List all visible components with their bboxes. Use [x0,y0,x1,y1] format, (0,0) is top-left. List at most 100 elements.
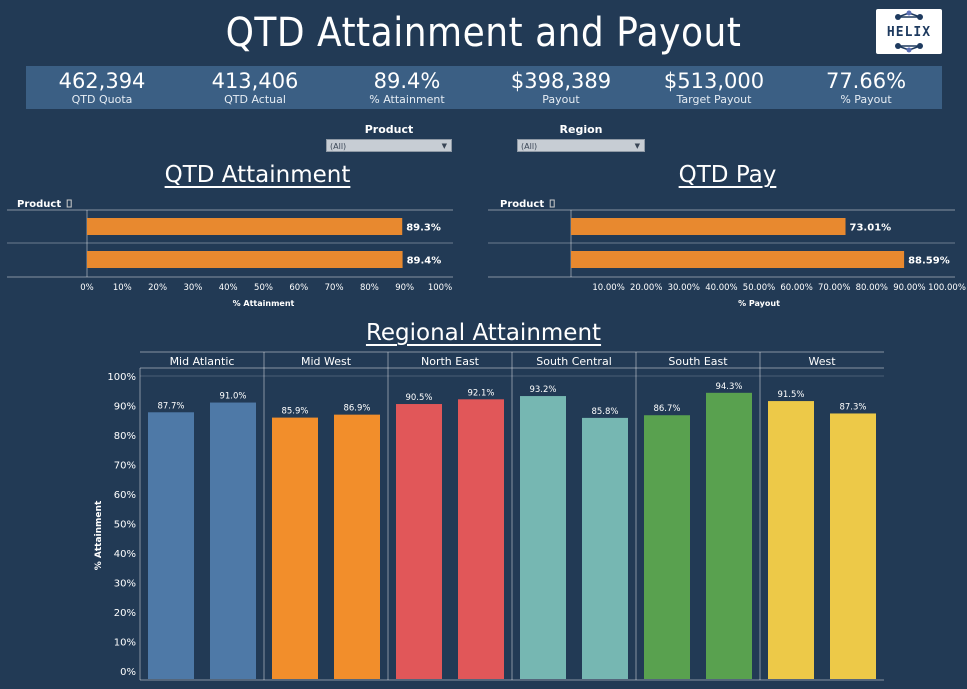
region-bar-label: 86.7% [653,404,680,414]
region-bar [706,392,752,679]
x-tick-label: 70% [325,283,344,293]
kpi-value: 462,394 [58,69,146,93]
product-filter-select[interactable]: (All) ▼ [326,139,452,152]
kpi-target-payout: $513,000 Target Payout [638,68,790,106]
region-filter-select[interactable]: (All) ▼ [517,139,645,152]
x-tick-label: 10.00% [592,283,624,293]
kpi-qtd-actual: 413,406 QTD Actual [179,68,331,106]
kpi-payout: $398,389 Payout [485,68,637,106]
kpi-percent-payout: 77.66% % Payout [790,68,942,106]
kpi-attainment: 89.4% % Attainment [331,68,483,106]
region-bar-label: 85.9% [281,407,308,417]
x-tick-label: 80% [360,283,379,293]
region-bar [210,402,256,679]
kpi-qtd-quota: 462,394 QTD Quota [26,68,178,106]
region-bar-label: 87.3% [839,402,866,412]
region-bar-label: 92.1% [467,388,494,398]
x-axis-label: % Payout [738,299,780,308]
y-tick-label: 60% [114,490,136,501]
bar-label: 89.3% [406,223,441,234]
logo-text: HELIX [886,25,932,40]
x-tick-label: 50% [254,283,273,293]
helix-logo-icon [895,10,923,53]
row-header: Product [500,199,544,210]
kpi-label: QTD Quota [71,93,133,106]
y-tick-label: 10% [114,638,136,649]
region-bar-label: 91.5% [777,390,804,400]
y-tick-label: 40% [114,549,136,560]
kpi-label: % Attainment [369,93,445,106]
y-tick-label: 30% [114,579,136,590]
y-tick-label: 100% [107,372,136,383]
dashboard-title: QTD Attainment and Payout [225,10,742,56]
kpi-value: 77.66% [825,69,907,93]
region-header: West [808,355,836,368]
kpi-value: $513,000 [663,69,765,93]
region-bar-label: 91.0% [219,392,246,402]
kpi-value: $398,389 [510,69,612,93]
kpi-value: 89.4% [373,69,441,93]
region-bar-label: 87.7% [157,401,184,411]
pay-section-title: QTD Pay [678,162,777,188]
region-bar [768,401,814,679]
regional-section-title: Regional Attainment [365,320,602,346]
x-tick-label: 40.00% [705,283,737,293]
region-bar [334,414,380,679]
kpi-label: QTD Actual [224,93,286,106]
x-tick-label: 50.00% [743,283,775,293]
x-tick-label: 60.00% [780,283,812,293]
region-bar-label: 93.2% [529,385,556,395]
chevron-down-icon: ▼ [441,142,447,150]
x-tick-label: 70.00% [818,283,850,293]
region-header: Mid West [301,355,352,368]
region-bar [830,413,876,679]
region-bar-label: 90.5% [405,393,432,403]
y-tick-label: 20% [114,608,136,619]
bar [571,251,905,268]
region-filter-label: Region [559,123,603,136]
x-tick-label: 30.00% [668,283,700,293]
x-tick-label: 40% [219,283,238,293]
region-bar [520,396,566,679]
region-filter-value: (All) [521,142,538,151]
x-tick-label: 100% [428,283,452,293]
bar-label: 88.59% [908,256,950,267]
sort-icon [66,199,72,208]
x-tick-label: 90% [395,283,414,293]
x-tick-label: 10% [113,283,132,293]
region-bar [148,412,194,679]
kpi-label: Target Payout [676,93,752,106]
region-bar-label: 85.8% [591,407,618,417]
x-tick-label: 90.00% [893,283,925,293]
region-header: North East [421,355,480,368]
y-tick-label: 70% [114,461,136,472]
bar [87,251,403,268]
helix-logo: HELIX [876,9,942,54]
x-tick-label: 0% [80,283,94,293]
region-header: South East [668,355,728,368]
y-axis-label: % Attainment [94,500,104,570]
x-tick-label: 80.00% [856,283,888,293]
kpi-bar: 462,394 QTD Quota 413,406 QTD Actual 89.… [26,66,942,109]
y-tick-label: 50% [114,520,136,531]
x-tick-label: 20.00% [630,283,662,293]
region-bar [582,417,628,679]
region-bar [458,399,504,679]
x-tick-label: 30% [183,283,202,293]
product-filter-value: (All) [330,142,347,151]
y-tick-label: 80% [114,431,136,442]
attainment-section-title: QTD Attainment [164,162,351,188]
row-header: Product [17,199,61,210]
bar [87,218,403,235]
bar-label: 73.01% [850,223,892,234]
chevron-down-icon: ▼ [634,142,640,150]
y-tick-label: 90% [114,402,136,413]
kpi-value: 413,406 [211,69,299,93]
sort-icon [549,199,555,208]
region-bar [272,417,318,679]
region-bar [396,404,442,679]
region-bar-label: 94.3% [715,382,742,392]
x-axis-label: % Attainment [233,299,295,308]
bar [571,218,846,235]
kpi-label: % Payout [840,93,892,106]
